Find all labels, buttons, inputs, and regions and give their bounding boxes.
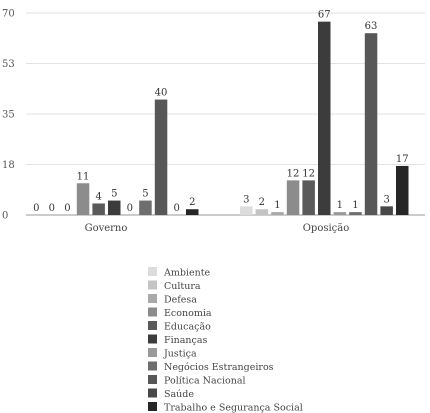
- legend-label: Saúde: [164, 389, 194, 400]
- legend-label: Cultura: [164, 281, 201, 292]
- data-label: 2: [259, 197, 265, 208]
- y-tick-label: 18: [2, 160, 15, 171]
- legend-label: Ambiente: [163, 268, 211, 279]
- data-label: 67: [318, 10, 331, 21]
- bar: [318, 21, 331, 216]
- data-label: 1: [352, 200, 358, 211]
- y-tick-label: 70: [2, 9, 15, 20]
- data-label: 0: [64, 203, 70, 214]
- legend-swatch: [148, 375, 157, 384]
- legend-swatch: [148, 307, 157, 317]
- bar: [349, 212, 362, 215]
- bar: [76, 183, 90, 215]
- bar: [302, 180, 315, 215]
- legend-swatch: [148, 334, 157, 344]
- data-label: 5: [142, 189, 148, 200]
- category-label: Governo: [85, 223, 128, 234]
- bar: [333, 212, 347, 215]
- bar: [271, 212, 284, 215]
- data-label: 1: [274, 200, 280, 211]
- legend-label: Educação: [164, 322, 211, 333]
- legend-swatch: [148, 361, 157, 371]
- data-label: 0: [33, 203, 39, 214]
- legend-swatch: [148, 348, 157, 357]
- legend-swatch: [148, 280, 157, 290]
- data-label: 17: [396, 154, 409, 165]
- data-label: 0: [173, 203, 179, 214]
- data-label: 0: [49, 203, 55, 214]
- bar: [186, 209, 199, 215]
- bar: [396, 165, 409, 215]
- bar: [92, 203, 105, 215]
- data-label: 12: [302, 168, 315, 179]
- bar: [240, 206, 253, 215]
- legend-label: Finanças: [164, 335, 208, 346]
- data-label: 0: [127, 203, 133, 214]
- y-tick-label: 0: [2, 211, 8, 222]
- data-label: 3: [383, 194, 389, 205]
- legend-label: Economia: [164, 308, 212, 319]
- legend-swatch: [148, 267, 157, 276]
- bar: [154, 99, 168, 215]
- legend-label: Defesa: [164, 295, 197, 306]
- category-label: Oposição: [303, 223, 350, 234]
- data-label: 1: [337, 200, 343, 211]
- y-tick-label: 35: [2, 110, 15, 121]
- data-label: 12: [287, 168, 300, 179]
- bar: [108, 200, 121, 215]
- legend-swatch: [148, 321, 157, 330]
- data-label: 63: [365, 21, 378, 32]
- bar: [286, 180, 300, 215]
- y-tick-label: 53: [2, 59, 15, 70]
- bar: [364, 33, 378, 216]
- legend-label: Justiça: [163, 349, 197, 360]
- bar: [380, 206, 393, 215]
- legend-swatch: [148, 294, 157, 303]
- legend-swatch: [148, 402, 157, 411]
- data-label: 3: [243, 194, 249, 205]
- data-label: 2: [189, 197, 195, 208]
- legend-label: Negócios Estrangeiros: [164, 362, 274, 373]
- bar: [139, 200, 152, 215]
- bar: [255, 209, 269, 215]
- data-label: 40: [155, 88, 168, 99]
- data-label: 4: [95, 191, 101, 202]
- legend-label: Trabalho e Segurança Social: [164, 403, 303, 413]
- legend-swatch: [148, 388, 157, 398]
- data-label: 11: [77, 171, 90, 182]
- data-label: 5: [111, 189, 117, 200]
- legend-label: Política Nacional: [164, 376, 246, 387]
